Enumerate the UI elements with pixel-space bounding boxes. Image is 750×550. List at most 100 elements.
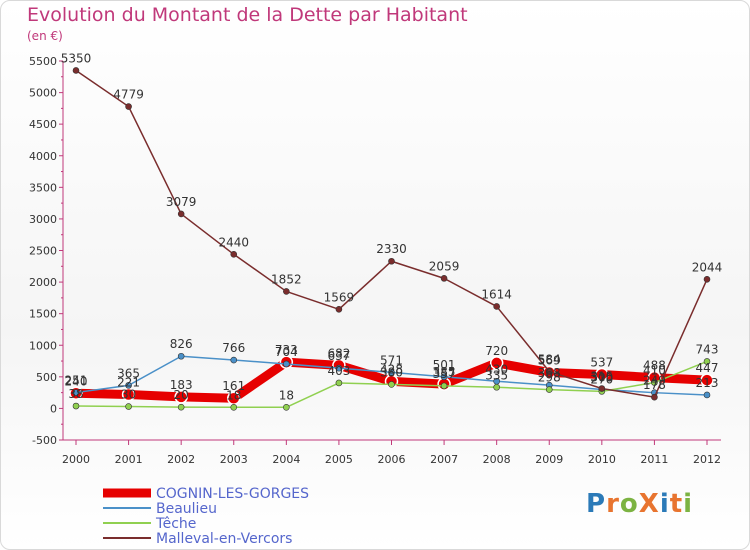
data-point	[388, 381, 395, 388]
data-label: 1614	[481, 287, 512, 301]
data-point	[283, 288, 290, 295]
x-tick-label: 2009	[535, 453, 563, 466]
x-tick-label: 2000	[62, 453, 90, 466]
legend-label: Têche	[155, 516, 196, 532]
data-label: 357	[433, 367, 456, 381]
data-point	[703, 391, 711, 399]
x-tick-label: 2001	[115, 453, 143, 466]
legend-label: Beaulieu	[156, 501, 217, 517]
data-label: 18	[226, 388, 241, 402]
proxiti-logo: ProXiti	[586, 489, 693, 519]
chart-title: Evolution du Montant de la Dette par Hab…	[27, 4, 468, 26]
data-label: 537	[590, 355, 613, 369]
data-point	[703, 276, 711, 283]
data-label: 2440	[218, 235, 249, 249]
data-label: 3079	[166, 195, 197, 209]
data-label: 569	[538, 353, 561, 367]
data-point	[125, 103, 132, 110]
data-point	[230, 403, 238, 411]
data-label: 178	[643, 378, 666, 392]
data-point	[595, 367, 609, 382]
y-tick-label: 5500	[29, 55, 57, 68]
y-tick-label: 4500	[29, 118, 57, 131]
data-point	[72, 67, 80, 74]
data-label: 1852	[271, 272, 302, 286]
logo-letter: o	[619, 489, 639, 519]
y-tick-label: -500	[32, 434, 57, 447]
data-label: 270	[590, 372, 613, 386]
logo-letter: i	[683, 489, 694, 519]
data-label: 380	[380, 365, 403, 379]
data-point	[598, 385, 606, 392]
legend: COGNIN-LES-GORGESBeaulieuTêcheMalleval-e…	[103, 486, 309, 547]
y-tick-label: 2500	[29, 245, 57, 258]
data-label: 720	[485, 344, 508, 358]
data-label: 213	[696, 376, 719, 390]
data-label: 430	[485, 362, 508, 376]
data-label: 240	[65, 374, 88, 388]
data-label: 4779	[113, 88, 144, 102]
data-point	[125, 403, 132, 410]
data-label: 403	[327, 364, 350, 378]
x-tick-label: 2006	[378, 453, 406, 466]
logo-letter: P	[586, 489, 607, 519]
x-tick-label: 2011	[640, 453, 668, 466]
data-label: 335	[485, 368, 508, 382]
data-label: 682	[327, 346, 350, 360]
data-label: 251	[65, 374, 88, 388]
data-label: 428	[380, 362, 403, 376]
y-tick-label: 3500	[29, 181, 57, 194]
data-label: 20	[174, 388, 189, 402]
x-tick-label: 2004	[272, 453, 300, 466]
x-tick-label: 2010	[588, 453, 616, 466]
data-point	[493, 383, 500, 391]
data-point	[388, 257, 395, 265]
data-label: 733	[275, 343, 298, 357]
unit-label: (en €)	[27, 29, 63, 43]
logo-letter: r	[606, 489, 620, 519]
data-label: 221	[117, 376, 140, 390]
data-label: 368	[538, 366, 561, 380]
y-tick-label: 0	[50, 402, 57, 415]
data-point	[177, 403, 185, 411]
data-label: 30	[121, 388, 136, 402]
data-label: 5350	[61, 51, 92, 65]
x-tick-label: 2008	[483, 453, 511, 466]
data-point	[651, 379, 658, 386]
data-point	[335, 364, 343, 372]
data-point	[440, 275, 448, 282]
axes: -500 0 500 1000 1500 2000 2500 3000 3500 4000 4500…	[29, 55, 721, 466]
data-label: 410	[643, 364, 666, 378]
logo-letter: X	[638, 489, 660, 519]
data-label: 488	[643, 359, 666, 373]
logo-letter: i	[659, 489, 670, 519]
x-tick-label: 2012	[693, 453, 721, 466]
data-point	[493, 303, 500, 310]
data-point	[72, 402, 80, 410]
data-point	[545, 368, 553, 375]
data-label: 385	[433, 365, 456, 379]
data-point	[283, 403, 290, 411]
data-label: 571	[380, 353, 403, 367]
data-label: 365	[117, 366, 140, 380]
data-label: 766	[222, 341, 245, 355]
data-label: 38	[68, 387, 83, 401]
data-label: 2330	[376, 242, 407, 256]
legend-label: COGNIN-LES-GORGES	[156, 486, 309, 502]
data-point	[283, 360, 290, 368]
data-point	[388, 369, 395, 376]
data-point	[545, 386, 553, 393]
y-tick-label: 5000	[29, 87, 57, 100]
data-label: 315	[590, 370, 613, 384]
data-label: 18	[279, 388, 294, 402]
data-point	[230, 250, 238, 258]
data-label: 501	[433, 358, 456, 372]
data-label: 1569	[324, 290, 355, 304]
legend-label: Malleval-en-Vercors	[156, 531, 292, 547]
x-tick-label: 2007	[430, 453, 458, 466]
y-tick-label: 500	[36, 371, 57, 384]
data-label: 637	[327, 349, 350, 363]
data-point	[651, 393, 658, 401]
